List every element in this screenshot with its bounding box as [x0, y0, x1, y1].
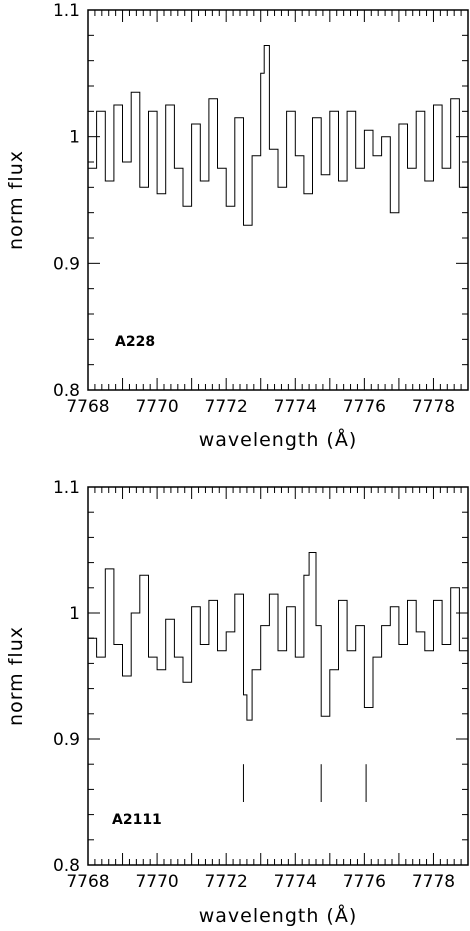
y-tick-label: 0.9 [53, 730, 80, 750]
x-tick-label: 7772 [205, 397, 248, 417]
x-tick-label: 7776 [343, 397, 386, 417]
flux-series-line [88, 552, 469, 721]
y-axis-title: norm flux [5, 150, 27, 250]
x-tick-label: 7768 [66, 872, 109, 892]
y-tick-label: 1 [69, 604, 80, 624]
tick-marks [87, 9, 469, 391]
y-tick-label: 1.1 [53, 1, 80, 21]
y-tick-labels: 0.8 0.9 1 1.1 [53, 1, 80, 401]
x-axis-title: wavelength (Å) [199, 428, 358, 451]
panel-label: A228 [115, 334, 155, 350]
x-tick-label: 7778 [412, 872, 455, 892]
x-tick-labels: 7768 7770 7772 7774 7776 7778 [66, 872, 455, 892]
y-tick-label: 0.8 [53, 381, 80, 401]
line-markers [242, 764, 367, 802]
x-tick-label: 7774 [274, 397, 317, 417]
y-tick-label: 0.9 [53, 254, 80, 274]
y-axis-title: norm flux [5, 626, 27, 726]
y-tick-label: 1 [69, 128, 80, 148]
x-tick-label: 7770 [135, 397, 178, 417]
plot-frame [87, 9, 469, 391]
x-tick-label: 7772 [205, 872, 248, 892]
x-tick-label: 7778 [412, 397, 455, 417]
y-tick-label: 0.8 [53, 856, 80, 876]
y-tick-labels: 0.8 0.9 1 1.1 [53, 478, 80, 876]
x-tick-labels: 7768 7770 7772 7774 7776 7778 [66, 397, 455, 417]
panel-label: A2111 [112, 812, 162, 828]
panel-a2111: 7768 7770 7772 7774 7776 7778 0.8 0.9 1 1.1 A211… [5, 478, 469, 927]
tick-marks [87, 486, 469, 866]
plot-frame [87, 486, 469, 866]
x-tick-label: 7776 [343, 872, 386, 892]
y-tick-label: 1.1 [53, 478, 80, 498]
flux-series-line [88, 45, 469, 226]
x-tick-label: 7768 [66, 397, 109, 417]
panel-a228: 7768 7770 7772 7774 7776 7778 0.8 0.9 1 1.1 A228… [5, 1, 469, 451]
x-tick-label: 7770 [135, 872, 178, 892]
x-tick-label: 7774 [274, 872, 317, 892]
x-axis-title: wavelength (Å) [199, 904, 358, 927]
